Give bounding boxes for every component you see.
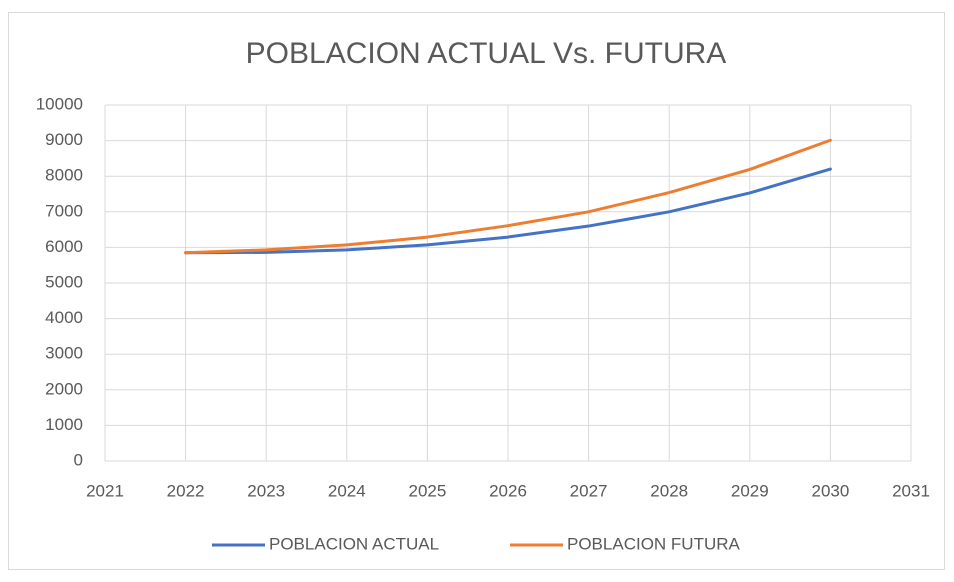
y-tick-label: 10000 [36,94,83,113]
y-tick-label: 3000 [45,344,83,363]
x-tick-label: 2024 [328,481,366,500]
legend-label: POBLACION ACTUAL [269,534,439,553]
x-tick-label: 2021 [86,481,124,500]
x-tick-label: 2027 [570,481,608,500]
y-tick-label: 2000 [45,379,83,398]
x-tick-label: 2026 [489,481,527,500]
x-tick-label: 2029 [731,481,769,500]
y-tick-label: 1000 [45,415,83,434]
x-tick-label: 2028 [650,481,688,500]
y-tick-label: 0 [74,450,83,469]
chart-border [8,12,945,570]
y-tick-label: 7000 [45,201,83,220]
plot [184,138,832,255]
x-tick-label: 2031 [892,481,930,500]
y-tick-label: 9000 [45,130,83,149]
y-tick-label: 4000 [45,308,83,327]
series-line [184,167,832,255]
x-tick-label: 2022 [167,481,205,500]
y-tick-label: 6000 [45,237,83,256]
legend: POBLACION ACTUAL POBLACION FUTURA [212,534,741,553]
chart-title: POBLACION ACTUAL Vs. FUTURA [246,37,727,70]
y-tick-label: 8000 [45,166,83,185]
y-tick-label: 5000 [45,272,83,291]
grid: 0 1000 2000 3000 4000 5000 6000 7000 8000 9000 100… [36,94,930,500]
x-tick-label: 2025 [408,481,446,500]
series-line [184,138,832,255]
x-tick-label: 2030 [811,481,849,500]
x-tick-label: 2023 [247,481,285,500]
legend-label: POBLACION FUTURA [567,534,741,553]
